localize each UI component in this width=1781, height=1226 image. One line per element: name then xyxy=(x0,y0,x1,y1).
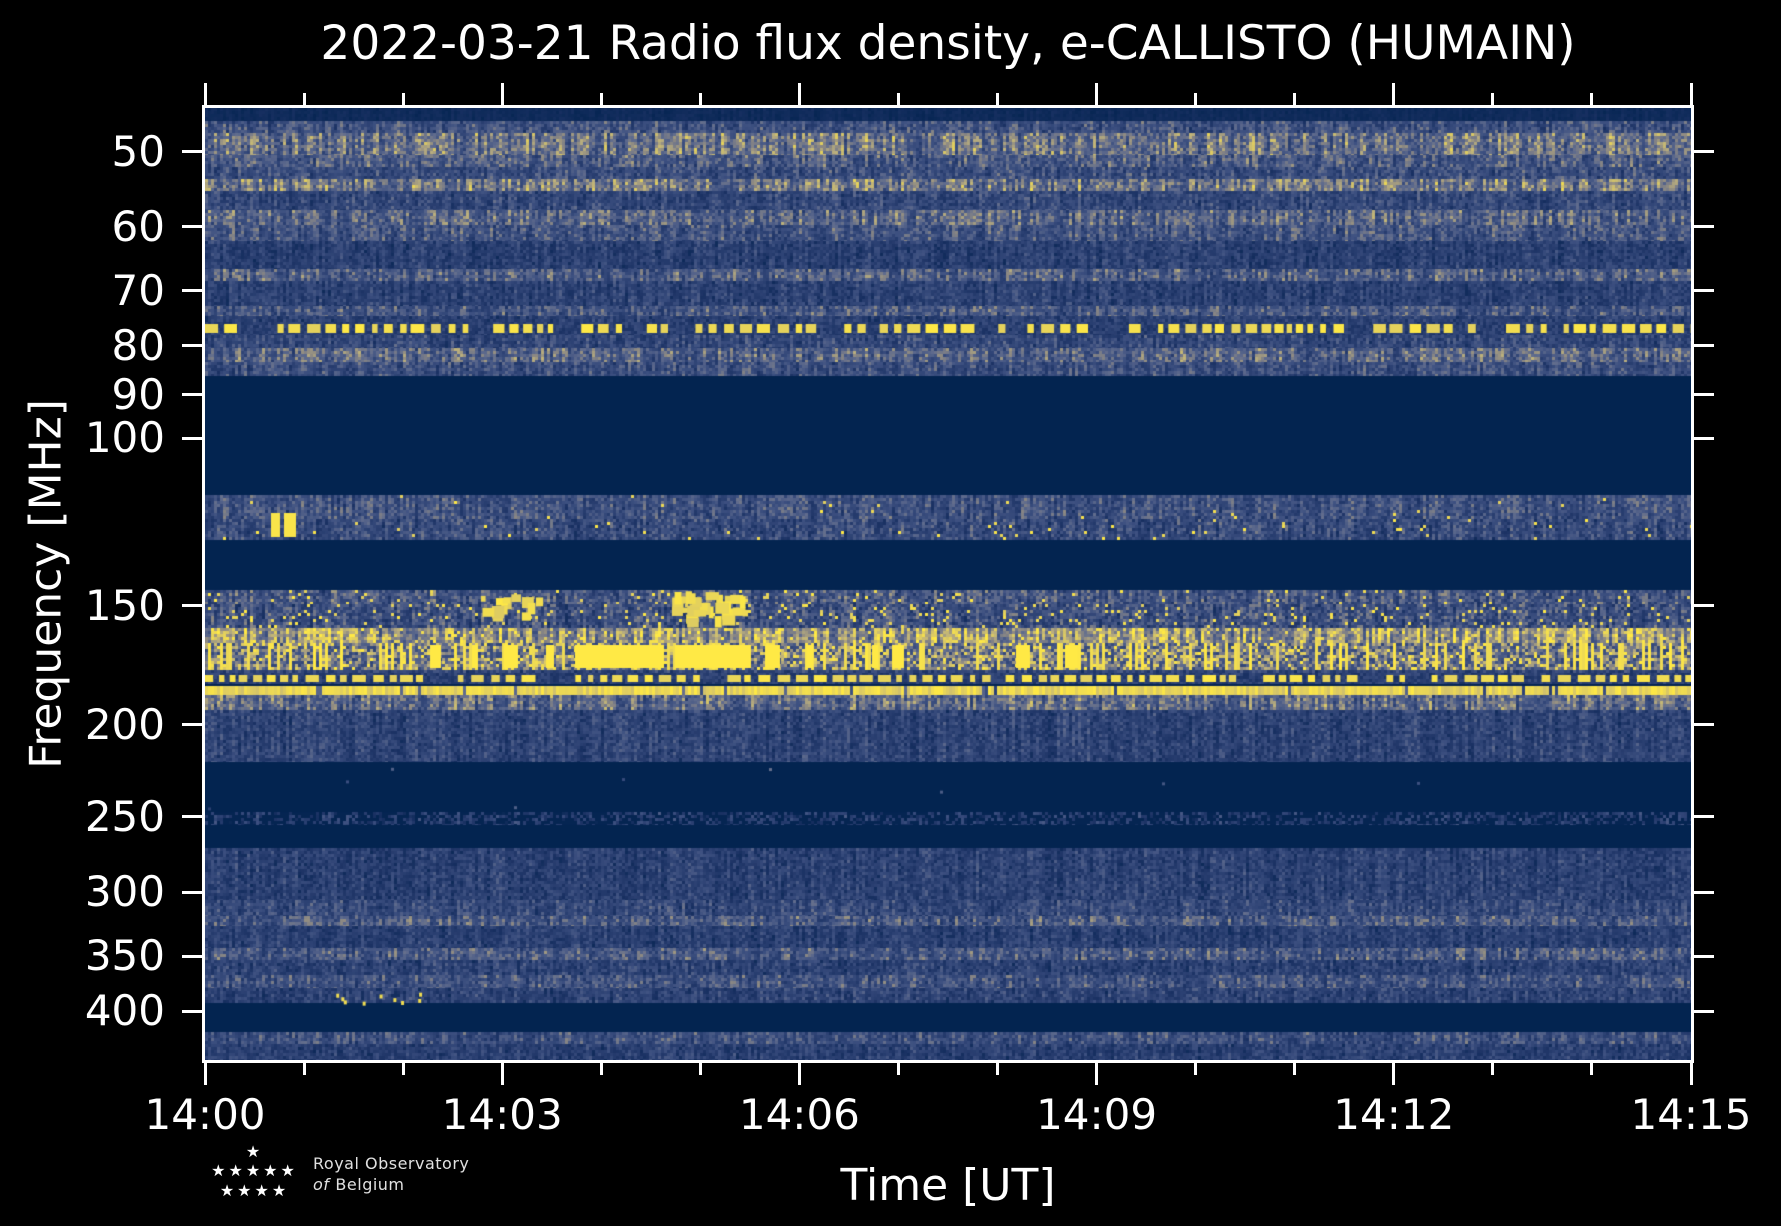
y-tick-label: 70 xyxy=(111,265,165,315)
y-major-tick xyxy=(182,289,202,293)
y-major-tick xyxy=(182,815,202,819)
star-icon: ★ xyxy=(237,1181,252,1200)
y-major-tick xyxy=(182,393,202,397)
star-icon: ★ xyxy=(263,1161,278,1180)
star-icon: ★ xyxy=(211,1161,226,1180)
y-tick-label: 50 xyxy=(111,126,165,176)
x-tick-label: 14:15 xyxy=(1630,1090,1752,1139)
chart-title: 2022-03-21 Radio flux density, e-CALLIST… xyxy=(320,16,1576,71)
y-major-tick-right xyxy=(1694,344,1714,348)
y-major-tick-right xyxy=(1694,393,1714,397)
x-major-tick-top xyxy=(1392,83,1396,105)
x-minor-tick xyxy=(1293,1063,1297,1075)
x-major-tick xyxy=(797,1063,801,1085)
y-tick-label: 400 xyxy=(84,986,165,1036)
y-major-tick xyxy=(182,436,202,440)
rob-logo-text: Royal Observatory of Belgium xyxy=(313,1153,469,1195)
y-tick-label: 80 xyxy=(111,320,165,370)
x-major-tick xyxy=(1392,1063,1396,1085)
x-minor-tick-top xyxy=(599,93,603,105)
x-tick-label: 14:06 xyxy=(738,1090,860,1139)
x-tick-label: 14:09 xyxy=(1036,1090,1158,1139)
x-major-tick xyxy=(500,1063,504,1085)
x-minor-tick-top xyxy=(302,93,306,105)
y-major-tick xyxy=(182,344,202,348)
y-major-tick-right xyxy=(1694,815,1714,819)
star-row: ★ ★ ★ ★ xyxy=(220,1183,286,1199)
y-major-tick-right xyxy=(1694,436,1714,440)
y-major-tick-right xyxy=(1694,289,1714,293)
x-major-tick xyxy=(1095,1063,1099,1085)
y-axis-label: Frequency [MHz] xyxy=(20,399,72,769)
x-major-tick-top xyxy=(203,83,207,105)
star-icon: ★ xyxy=(245,1161,261,1180)
y-major-tick xyxy=(182,954,202,958)
star-icon: ★ xyxy=(254,1181,269,1200)
y-tick-label: 250 xyxy=(84,791,165,841)
y-major-tick-right xyxy=(1694,150,1714,154)
y-tick-label: 200 xyxy=(84,699,165,749)
rob-logo-line1: Royal Observatory xyxy=(313,1154,470,1173)
y-tick-label: 300 xyxy=(84,867,165,917)
y-tick-label: 100 xyxy=(84,413,165,463)
x-minor-tick xyxy=(1590,1063,1594,1075)
x-minor-tick xyxy=(599,1063,603,1075)
plot-frame xyxy=(202,105,1694,1063)
x-minor-tick xyxy=(401,1063,405,1075)
x-tick-label: 14:00 xyxy=(144,1090,266,1139)
y-major-tick xyxy=(182,225,202,229)
x-tick-label: 14:12 xyxy=(1333,1090,1455,1139)
spectrogram-canvas xyxy=(205,108,1691,1060)
x-minor-tick-top xyxy=(698,93,702,105)
star-icon: ★ xyxy=(228,1161,243,1180)
x-major-tick-top xyxy=(1689,83,1693,105)
y-tick-label: 90 xyxy=(111,369,165,419)
star-icon: ★ xyxy=(245,1142,261,1161)
x-major-tick-top xyxy=(797,83,801,105)
y-major-tick-right xyxy=(1694,723,1714,727)
x-major-tick xyxy=(1689,1063,1693,1085)
x-minor-tick-top xyxy=(1194,93,1198,105)
x-minor-tick-top xyxy=(1293,93,1297,105)
y-major-tick-right xyxy=(1694,954,1714,958)
x-minor-tick xyxy=(1194,1063,1198,1075)
x-major-tick xyxy=(203,1063,207,1085)
x-minor-tick-top xyxy=(896,93,900,105)
x-minor-tick-top xyxy=(1491,93,1495,105)
star-icon: ★ xyxy=(219,1181,235,1200)
star-icon: ★ xyxy=(271,1181,287,1200)
y-major-tick xyxy=(182,723,202,727)
x-minor-tick-top xyxy=(1590,93,1594,105)
rob-logo-line2: of Belgium xyxy=(313,1175,405,1194)
y-major-tick xyxy=(182,1009,202,1013)
x-minor-tick xyxy=(302,1063,306,1075)
y-major-tick xyxy=(182,150,202,154)
x-tick-label: 14:03 xyxy=(441,1090,563,1139)
y-major-tick-right xyxy=(1694,1009,1714,1013)
star-icon: ★ xyxy=(280,1161,295,1180)
y-major-tick-right xyxy=(1694,604,1714,608)
x-minor-tick xyxy=(1491,1063,1495,1075)
x-minor-tick xyxy=(996,1063,1000,1075)
y-major-tick xyxy=(182,604,202,608)
y-tick-label: 60 xyxy=(111,201,165,251)
x-minor-tick-top xyxy=(996,93,1000,105)
x-minor-tick xyxy=(698,1063,702,1075)
star-row: ★ xyxy=(246,1144,260,1160)
star-row: ★ ★ ★ ★ ★ xyxy=(211,1163,295,1179)
x-minor-tick xyxy=(896,1063,900,1075)
y-tick-label: 350 xyxy=(84,931,165,981)
x-major-tick-top xyxy=(500,83,504,105)
x-minor-tick-top xyxy=(401,93,405,105)
y-major-tick-right xyxy=(1694,225,1714,229)
y-tick-label: 150 xyxy=(84,580,165,630)
y-major-tick-right xyxy=(1694,890,1714,894)
y-major-tick xyxy=(182,890,202,894)
x-major-tick-top xyxy=(1095,83,1099,105)
x-axis-label: Time [UT] xyxy=(840,1160,1056,1211)
